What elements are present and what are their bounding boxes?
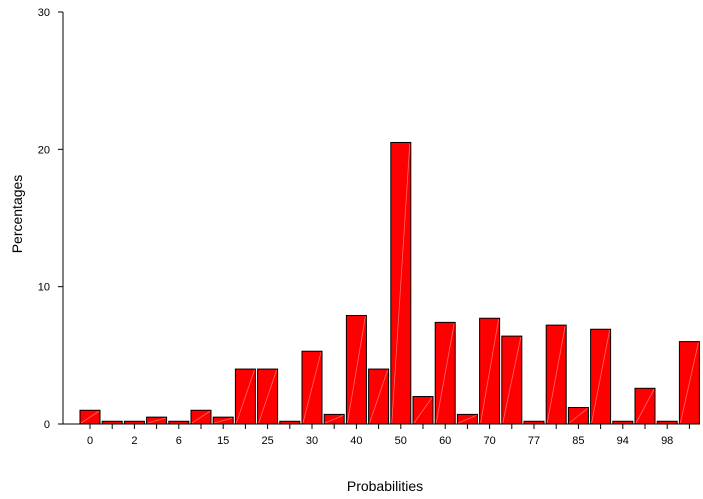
bar <box>612 420 634 425</box>
x-tick-label: 40 <box>350 435 362 447</box>
bar-hatch <box>569 408 588 424</box>
bar-hatch <box>458 415 477 424</box>
bar-hatch <box>591 330 610 424</box>
bar <box>123 420 145 425</box>
x-tick-label: 50 <box>395 435 407 447</box>
bar-hatch <box>236 369 255 424</box>
y-tick-label: 10 <box>38 282 50 294</box>
bar-hatch <box>413 397 433 424</box>
bar-hatch <box>635 389 655 424</box>
bar <box>279 420 301 425</box>
x-tick-label: 60 <box>439 435 451 447</box>
x-tick-label: 94 <box>617 435 629 447</box>
x-tick-label: 70 <box>483 435 495 447</box>
bar-hatch <box>191 410 211 424</box>
bar-hatch <box>258 369 277 424</box>
x-tick-label: 30 <box>306 435 318 447</box>
bar-hatch <box>302 352 322 424</box>
bar <box>656 420 678 425</box>
y-tick-label: 20 <box>38 144 50 156</box>
bar-hatch <box>546 326 566 424</box>
bar-hatch <box>369 369 388 424</box>
bar-hatch <box>480 319 499 424</box>
x-tick-label: 98 <box>661 435 673 447</box>
y-tick-label: 30 <box>38 7 50 19</box>
bar-hatch <box>391 143 411 424</box>
bar-hatch <box>502 337 522 424</box>
bar-hatch <box>435 323 455 424</box>
bar <box>168 420 190 425</box>
bar-hatch <box>214 417 233 424</box>
x-tick-label: 25 <box>261 435 273 447</box>
bar-hatch <box>147 417 166 424</box>
x-axis-title: Probabilities <box>347 478 423 494</box>
x-tick-label: 15 <box>217 435 229 447</box>
bar-hatch <box>325 415 344 424</box>
bar <box>101 420 123 425</box>
y-axis: 0 10 20 30 <box>38 7 64 431</box>
x-axis: 0 2 6 15 25 30 40 50 60 70 77 85 94 98 <box>63 423 700 447</box>
x-tick-label: 6 <box>176 435 182 447</box>
x-tick-label: 2 <box>131 435 137 447</box>
bar <box>523 420 545 425</box>
y-axis-title: Percentages <box>9 175 25 254</box>
bar-hatch <box>680 342 699 424</box>
bar-hatch <box>347 316 366 424</box>
bars <box>79 141 700 425</box>
y-tick-label: 0 <box>44 419 50 431</box>
x-tick-label: 85 <box>572 435 584 447</box>
bar-hatch <box>80 410 100 424</box>
x-tick-label: 77 <box>528 435 540 447</box>
x-tick-label: 0 <box>87 435 93 447</box>
